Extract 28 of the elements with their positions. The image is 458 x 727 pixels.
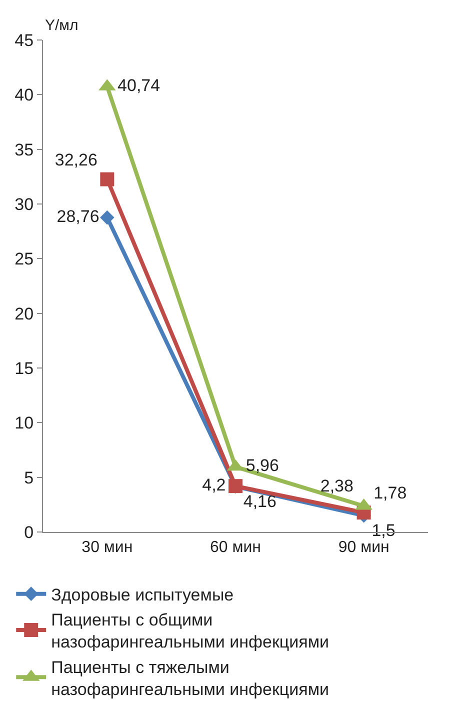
data-label: 4,16 [243, 492, 276, 512]
y-tick-label: 25 [14, 250, 34, 269]
data-label: 2,38 [320, 476, 354, 496]
y-tick-label: 40 [14, 86, 34, 105]
data-label: 5,96 [246, 456, 279, 476]
y-tick-label: 20 [14, 304, 34, 324]
data-label: 4,2 [202, 475, 226, 494]
data-label: 28,76 [56, 206, 100, 226]
legend-label: Пациенты с общими назофарингеальными инфекциями [51, 610, 330, 652]
y-tick-label: 35 [14, 140, 34, 160]
y-tick-label: 30 [14, 194, 34, 214]
y-axis-title: Y/мл [45, 17, 78, 34]
y-tick-label: 45 [14, 30, 34, 50]
x-tick-label: 60 мин [210, 539, 262, 556]
y-tick-label: 5 [24, 468, 34, 488]
data-label: 1,78 [374, 484, 407, 503]
data-label: 32,26 [54, 150, 98, 170]
data-label: 1,5 [372, 521, 396, 540]
y-tick-label: 15 [14, 358, 34, 378]
y-tick-label: 10 [14, 414, 34, 433]
y-tick-label: 0 [24, 522, 34, 542]
x-tick-label: 90 мин [338, 539, 390, 556]
data-label: 40,74 [118, 76, 160, 95]
legend-label: Пациенты с тяжелыми назофарингеальными инфекциями [51, 658, 330, 699]
legend-label: Здоровые испытуемые [51, 585, 234, 604]
point [100, 172, 114, 186]
x-tick-label: 30 мин [82, 539, 133, 556]
point [100, 210, 114, 225]
